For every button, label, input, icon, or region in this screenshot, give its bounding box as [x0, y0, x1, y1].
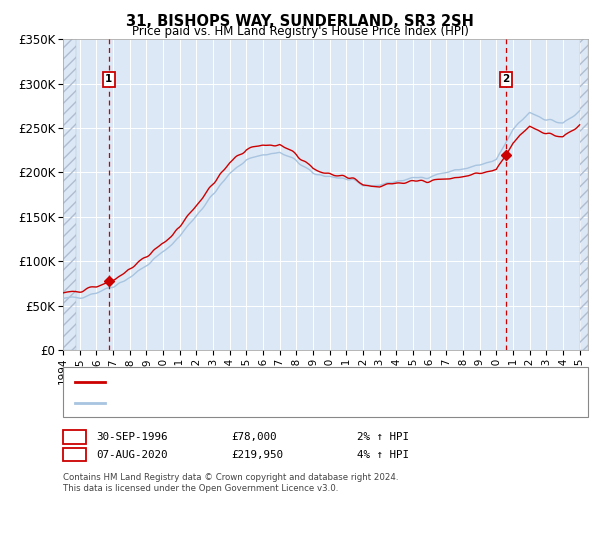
Text: £219,950: £219,950 [231, 450, 283, 460]
Text: 30-SEP-1996: 30-SEP-1996 [96, 432, 167, 442]
Text: 31, BISHOPS WAY, SUNDERLAND, SR3 2SH: 31, BISHOPS WAY, SUNDERLAND, SR3 2SH [126, 14, 474, 29]
Text: 1: 1 [105, 74, 112, 84]
Text: 1: 1 [71, 432, 78, 442]
Text: £78,000: £78,000 [231, 432, 277, 442]
Text: 31, BISHOPS WAY, SUNDERLAND, SR3 2SH (detached house): 31, BISHOPS WAY, SUNDERLAND, SR3 2SH (de… [111, 377, 444, 387]
Text: 07-AUG-2020: 07-AUG-2020 [96, 450, 167, 460]
Text: 4% ↑ HPI: 4% ↑ HPI [357, 450, 409, 460]
Text: 2% ↑ HPI: 2% ↑ HPI [357, 432, 409, 442]
Text: 2: 2 [71, 450, 78, 460]
Text: HPI: Average price, detached house, Sunderland: HPI: Average price, detached house, Sund… [111, 398, 376, 408]
Text: Price paid vs. HM Land Registry's House Price Index (HPI): Price paid vs. HM Land Registry's House … [131, 25, 469, 38]
Text: Contains HM Land Registry data © Crown copyright and database right 2024.
This d: Contains HM Land Registry data © Crown c… [63, 473, 398, 493]
Text: 2: 2 [502, 74, 509, 84]
